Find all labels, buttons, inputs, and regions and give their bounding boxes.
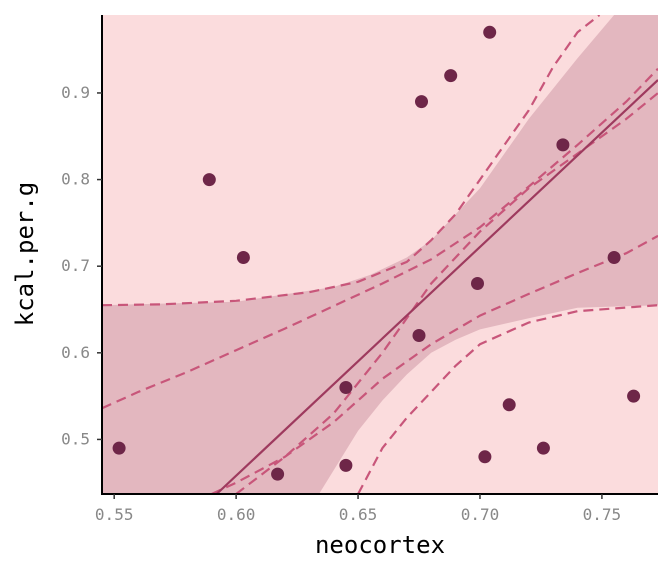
x-tick-label: 0.75 — [583, 505, 622, 524]
x-axis-ticks: 0.55 0.60 0.65 0.70 0.75 — [95, 494, 621, 524]
confidence-band — [102, 15, 658, 494]
data-point — [339, 381, 353, 394]
regression-line — [215, 79, 658, 494]
dashed-line-pi-upper — [102, 15, 601, 307]
y-axis-ticks: 0.5 0.6 0.7 0.8 0.9 — [61, 83, 102, 448]
y-tick-label: 0.5 — [61, 429, 90, 448]
y-tick-label: 0.6 — [61, 343, 90, 362]
data-point — [236, 251, 250, 264]
x-tick-label: 0.70 — [461, 505, 500, 524]
x-tick-label: 0.60 — [217, 505, 256, 524]
y-tick-label: 0.9 — [61, 83, 90, 102]
plot-area — [102, 15, 658, 494]
data-point — [627, 389, 641, 403]
data-point — [444, 69, 458, 83]
data-point — [502, 398, 516, 412]
data-point — [478, 450, 492, 464]
x-tick-label: 0.65 — [339, 505, 378, 524]
x-axis-title: neocortex — [315, 531, 445, 559]
y-tick-label: 0.8 — [61, 170, 90, 189]
data-point — [412, 329, 426, 342]
dashed-line-upper — [102, 67, 658, 410]
dashed-line-pi-lower — [357, 304, 658, 494]
data-point — [339, 458, 353, 472]
data-point — [607, 251, 621, 264]
data-point — [556, 138, 570, 152]
y-axis-title: kcal.per.g — [11, 182, 39, 327]
data-point — [112, 441, 126, 455]
data-point — [536, 441, 550, 455]
data-point — [483, 25, 497, 39]
data-point — [271, 467, 285, 481]
data-point — [415, 95, 428, 109]
dashed-line-mid — [235, 92, 658, 494]
y-tick-label: 0.7 — [61, 256, 90, 275]
x-tick-label: 0.55 — [95, 505, 134, 524]
data-point — [202, 173, 216, 187]
data-point — [471, 277, 484, 290]
